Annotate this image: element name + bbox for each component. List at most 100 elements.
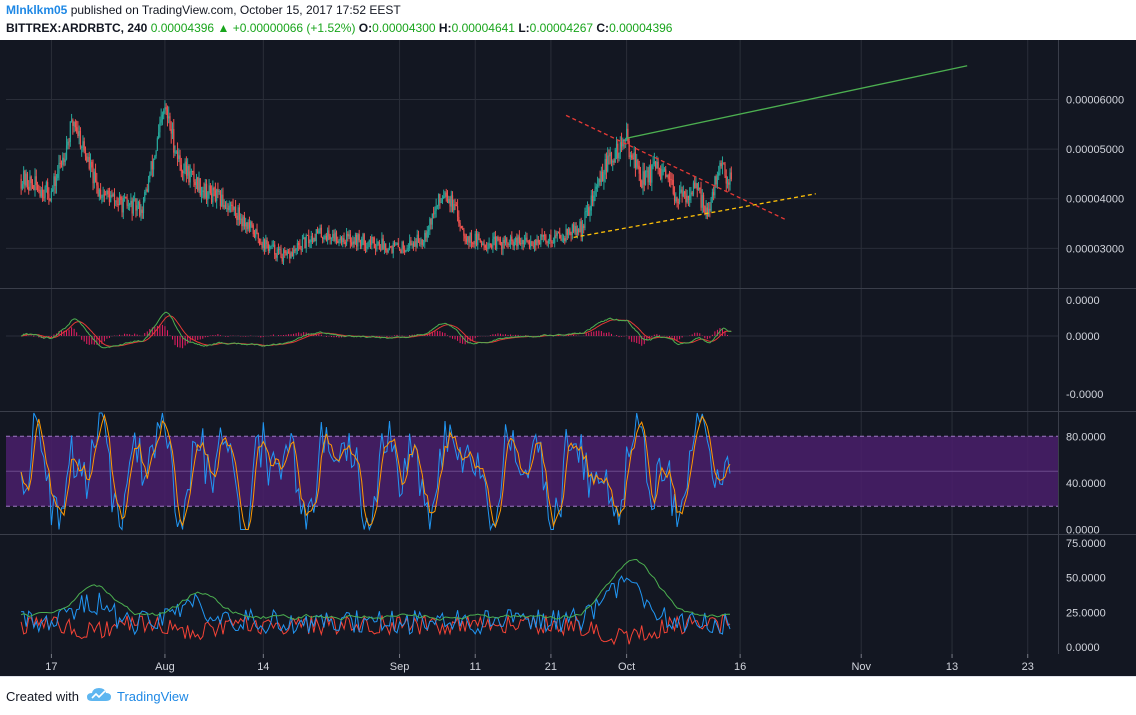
candle-body [395,245,396,246]
candle-body [447,197,448,203]
candle-body [374,238,375,248]
candle-body [573,224,574,231]
candle-body [273,245,274,246]
candle-body [338,240,339,243]
candle-body [370,240,371,245]
candle-body [407,249,408,251]
candle-body [105,195,106,196]
candle-body [307,235,308,236]
histogram-bar [603,333,604,336]
candle-body [555,235,556,236]
histogram-bar [301,333,302,336]
histogram-bar [326,336,327,337]
candle-body [707,207,708,216]
candle-body [596,187,597,190]
histogram-bar [185,336,186,345]
candle-body [72,120,73,126]
histogram-bar [505,334,506,336]
candle-body [697,183,698,190]
candle-body [34,176,35,190]
candle-body [674,194,675,201]
candle-body [490,243,491,244]
candle-body [61,164,62,165]
candle-body [183,171,184,173]
author-link[interactable]: Mlnklkm05 [6,3,67,17]
chart-canvas[interactable]: 0.000060000.000050000.000040000.00003000… [0,40,1136,676]
up-triangle-icon: ▲ [217,21,229,35]
candle-body [456,205,457,206]
candle-body [301,249,302,250]
candle-body [378,242,379,244]
candle-body [494,237,495,239]
candle-body [85,150,86,156]
candle-body [148,179,149,191]
candle-body [132,201,133,214]
candle-body [316,229,317,241]
candle-body [690,192,691,195]
tradingview-brand-link[interactable]: TradingView [117,689,189,704]
candle-body [583,226,584,229]
histogram-bar [336,336,337,337]
time-tick-label: Aug [155,661,175,673]
histogram-bar [270,335,271,336]
candle-body [311,236,312,242]
candle-body [521,240,522,244]
candle-body [27,174,28,187]
candle-body [500,240,501,242]
candle-body [210,185,211,193]
dmi-tick-label: 50.0000 [1066,573,1106,585]
created-with-text: Created with [6,689,79,704]
candle-body [548,241,549,243]
histogram-bar [89,336,90,345]
candle-body [142,210,143,213]
histogram-bar [119,335,120,336]
candle-body [342,238,343,242]
candle-body [79,131,80,136]
histogram-bar [296,333,297,336]
time-tick-label: 11 [470,661,481,673]
candle-body [608,156,609,157]
candle-body [120,196,121,199]
histogram-bar [331,336,332,337]
candle-body [45,187,46,198]
chart-header: Mlnklkm05 published on TradingView.com, … [0,0,1136,40]
candle-body [235,207,236,216]
candle-body [81,147,82,148]
candle-body [544,235,545,236]
candle-body [540,235,541,245]
candle-body [51,191,52,200]
candle-body [80,131,81,147]
histogram-bar [576,335,577,336]
candle-body [390,246,391,247]
histogram-bar [714,331,715,336]
candle-body [613,161,614,163]
histogram-bar [616,335,617,336]
histogram-bar [397,335,398,336]
candle-body [505,238,506,243]
candle-body [206,184,207,200]
candle-body [346,234,347,244]
candle-body [399,247,400,250]
candle-body [553,243,554,244]
candle-body [284,250,285,253]
histogram-bar [508,335,509,336]
candle-body [383,239,384,250]
candle-body [279,249,280,250]
candle-body [371,237,372,245]
stochastic-tick-label: 80.0000 [1066,431,1106,443]
histogram-bar [621,336,622,337]
candle-body [294,250,295,251]
candle-body [153,158,154,169]
histogram-bar [500,334,501,336]
candle-body [354,242,355,244]
candle-body [611,153,612,163]
candle-body [219,191,220,192]
candle-body [487,248,488,249]
candle-body [664,169,665,170]
candle-body [420,240,421,244]
histogram-bar [137,335,138,336]
candle-body [702,195,703,208]
candle-body [726,176,727,184]
candle-body [529,242,530,247]
